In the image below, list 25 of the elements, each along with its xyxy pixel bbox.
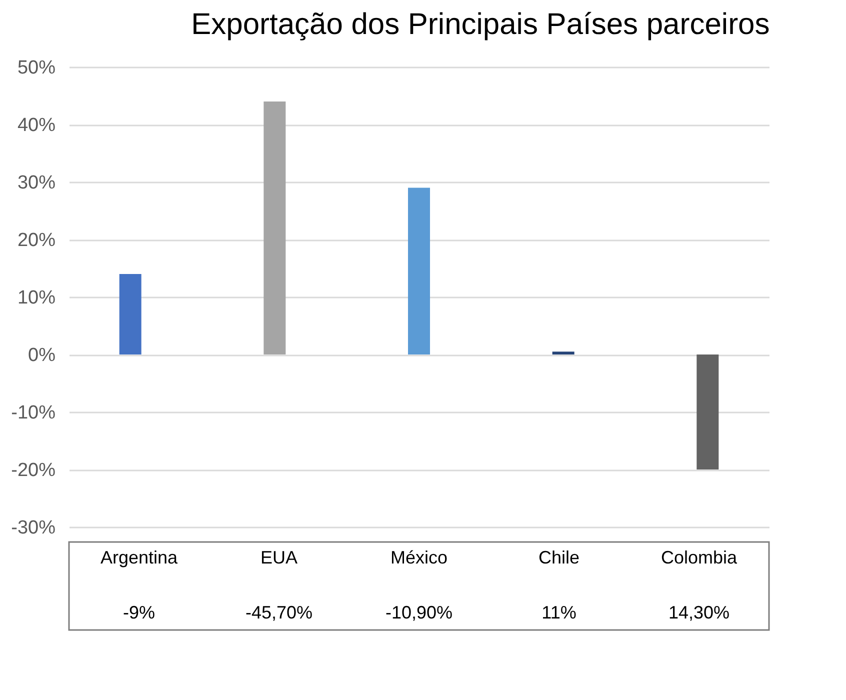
y-tick-label: 10% (17, 288, 56, 308)
x-tick-label: Chile (538, 548, 580, 568)
y-tick-label: 0% (28, 345, 56, 366)
chart-title: Exportação dos Principais Países parceiros (191, 8, 770, 41)
x-tick-label: México (390, 548, 448, 568)
bar (696, 354, 719, 470)
x-tick-label: EUA (260, 548, 298, 568)
bar (408, 188, 430, 354)
text: -10,90% (385, 602, 453, 622)
y-tick-label: 50% (17, 58, 56, 78)
x-tick-label: Argentina (100, 548, 179, 568)
bar (264, 102, 286, 354)
y-tick-label: -10% (11, 402, 56, 424)
y-tick-label: 20% (17, 230, 56, 251)
y-tick-label: -20% (11, 460, 56, 481)
text: 11% (542, 602, 576, 622)
y-tick-label: 40% (17, 115, 56, 136)
text: -9% (122, 602, 156, 622)
text: 14,30% (668, 602, 730, 622)
bar (119, 274, 142, 354)
x-tick-label: Colombia (660, 548, 738, 568)
y-tick-label: -30% (11, 518, 56, 538)
y-tick-label: 30% (17, 172, 56, 194)
text: -45,70% (245, 602, 313, 622)
bar (552, 352, 574, 354)
